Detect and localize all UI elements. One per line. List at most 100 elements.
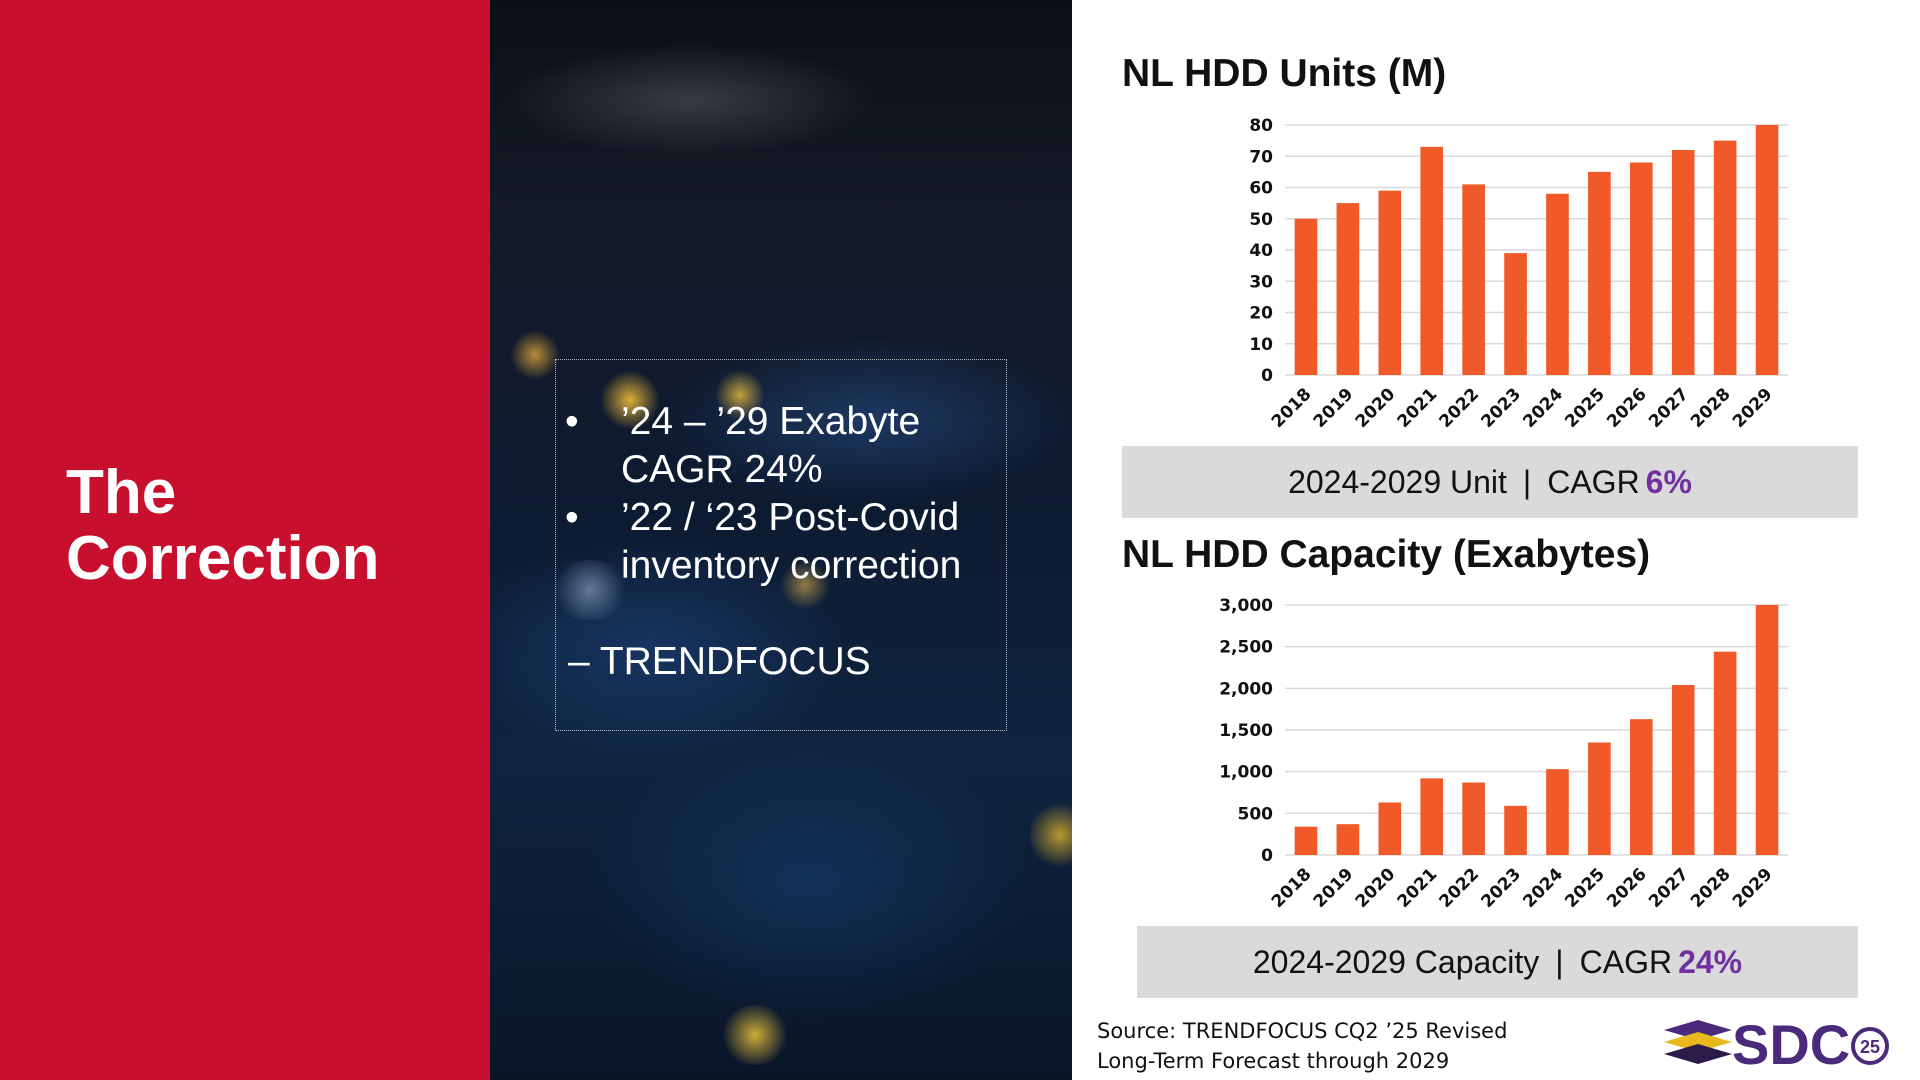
capacity-ytick-label: 3,000 (1219, 596, 1273, 616)
capacity-ytick-label: 500 (1238, 804, 1274, 824)
capacity-bar (1378, 802, 1402, 855)
units-xtick-label: 2028 (1687, 384, 1735, 432)
bullet-textbox (555, 359, 1007, 731)
logo-badge (1851, 1027, 1889, 1065)
capacity-bar (1336, 824, 1360, 855)
capacity-xtick-label: 2024 (1519, 864, 1567, 912)
capacity-bar (1713, 651, 1737, 855)
units-cagr-label: 2024-2029 Unit (1288, 463, 1507, 500)
attribution: – TRENDFOCUS (568, 640, 871, 683)
units-bar (1378, 190, 1402, 375)
units-xtick-label: 2023 (1477, 384, 1525, 432)
capacity-xtick-label: 2022 (1436, 864, 1484, 912)
capacity-bar (1294, 826, 1318, 855)
capacity-ytick-label: 2,000 (1219, 679, 1273, 699)
capacity-cagr-separator: | (1555, 943, 1564, 980)
units-xtick-label: 2021 (1394, 384, 1442, 432)
units-xtick-label: 2029 (1729, 384, 1777, 432)
source-note: Source: TRENDFOCUS CQ2 ’25 Revised Long-… (1097, 1016, 1507, 1076)
units-ytick-label: 70 (1249, 147, 1273, 167)
capacity-xtick-label: 2029 (1729, 864, 1777, 912)
capacity-ytick-label: 0 (1261, 846, 1273, 866)
slide-title: The Correction (66, 460, 379, 592)
capacity-bar (1420, 778, 1444, 855)
capacity-xtick-label: 2027 (1645, 864, 1693, 912)
units-bar (1336, 203, 1360, 375)
units-xtick-label: 2025 (1561, 384, 1609, 432)
capacity-xtick-label: 2026 (1603, 864, 1651, 912)
bokeh-light (600, 370, 660, 430)
bullet-dot: • (565, 496, 579, 539)
capacity-bar (1504, 805, 1527, 855)
bullet-item: • ’22 / ‘23 Post-Covid inventory correct… (565, 494, 1005, 590)
capacity-bar (1755, 605, 1779, 855)
units-bar (1420, 146, 1444, 375)
units-chart-title: NL HDD Units (M) (1122, 52, 1447, 95)
units-ytick-label: 30 (1249, 272, 1273, 292)
capacity-cagr-label: 2024-2029 Capacity (1252, 943, 1540, 980)
sdc-logo: SDC 25 (1664, 1013, 1889, 1072)
capacity-xtick-label: 2028 (1687, 864, 1735, 912)
bullet-text: ’24 – ’29 Exabyte CAGR 24% (621, 400, 921, 491)
bokeh-light (720, 1005, 790, 1065)
slide-title-line2: Correction (66, 524, 380, 593)
units-bar (1588, 171, 1611, 375)
units-xtick-label: 2020 (1352, 384, 1400, 432)
capacity-chart-title: NL HDD Capacity (Exabytes) (1122, 533, 1651, 576)
capacity-ytick-label: 2,500 (1219, 638, 1273, 658)
capacity-ytick-label: 1,000 (1219, 763, 1273, 783)
capacity-bar (1462, 782, 1485, 855)
capacity-bar (1629, 719, 1653, 855)
bokeh-light (780, 560, 830, 610)
units-bar (1504, 253, 1527, 375)
units-bar (1546, 193, 1569, 375)
bokeh-light (1030, 800, 1072, 870)
background-photo (490, 0, 1072, 1080)
units-ytick-label: 0 (1261, 366, 1273, 386)
capacity-xtick-label: 2023 (1477, 864, 1525, 912)
units-bar (1671, 150, 1695, 375)
units-bar-chart: 0102030405060708020182019202020212022202… (1249, 116, 1788, 432)
bullet-list: • ’24 – ’29 Exabyte CAGR 24% • ’22 / ‘23… (565, 398, 1005, 590)
capacity-bar (1546, 769, 1569, 855)
title-panel (0, 0, 490, 1080)
units-cagr-prefix: CAGR (1547, 463, 1640, 500)
bokeh-light (715, 370, 765, 420)
units-ytick-label: 10 (1249, 335, 1273, 355)
capacity-cagr-box: 2024-2029 Capacity | CAGR 24% (1137, 926, 1858, 998)
source-line2: Long-Term Forecast through 2029 (1097, 1049, 1450, 1073)
capacity-bar-chart: 05001,0001,5002,0002,5003,00020182019202… (1219, 596, 1788, 912)
units-ytick-label: 60 (1249, 179, 1273, 199)
logo-superscript: 25 (1860, 1037, 1880, 1057)
capacity-ytick-label: 1,500 (1219, 721, 1273, 741)
capacity-bar (1588, 742, 1611, 855)
capacity-xtick-label: 2021 (1394, 864, 1442, 912)
units-bar (1713, 140, 1737, 375)
logo-layer-dark (1664, 1044, 1732, 1064)
units-bar (1462, 184, 1485, 375)
units-cagr-separator: | (1522, 463, 1532, 500)
capacity-cagr-value: 24% (1678, 943, 1743, 980)
bokeh-light (510, 330, 560, 380)
bullet-dot: • (565, 400, 579, 443)
units-ytick-label: 20 (1249, 304, 1273, 324)
units-bar (1755, 125, 1779, 375)
bullet-item: • ’24 – ’29 Exabyte CAGR 24% (565, 398, 1005, 494)
units-bar (1294, 218, 1318, 375)
capacity-xtick-label: 2019 (1310, 864, 1358, 912)
units-ytick-label: 50 (1249, 210, 1273, 230)
capacity-xtick-label: 2018 (1268, 864, 1316, 912)
units-cagr-value: 6% (1645, 463, 1692, 500)
logo-text: SDC (1732, 1013, 1850, 1072)
units-cagr-box: 2024-2029 Unit | CAGR 6% (1122, 446, 1858, 518)
slide-title-line1: The (66, 458, 177, 527)
units-xtick-label: 2018 (1268, 384, 1316, 432)
units-xtick-label: 2022 (1436, 384, 1484, 432)
units-ytick-label: 80 (1249, 116, 1273, 136)
capacity-xtick-label: 2020 (1352, 864, 1400, 912)
units-xtick-label: 2019 (1310, 384, 1358, 432)
units-bar (1629, 162, 1653, 375)
bullet-text: ’22 / ‘23 Post-Covid inventory correctio… (621, 496, 962, 587)
units-ytick-label: 40 (1249, 241, 1273, 261)
bokeh-light (550, 560, 630, 620)
